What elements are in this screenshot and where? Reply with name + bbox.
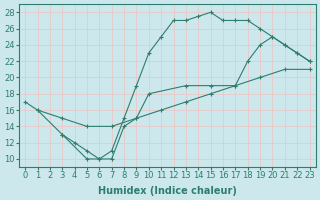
X-axis label: Humidex (Indice chaleur): Humidex (Indice chaleur): [98, 186, 237, 196]
